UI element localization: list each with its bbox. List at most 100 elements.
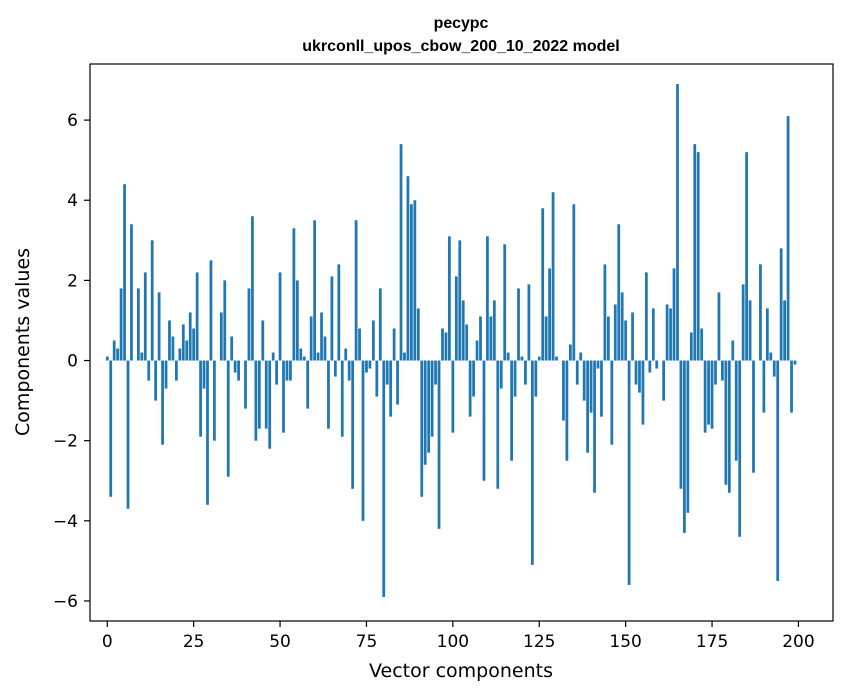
bar-13 [150, 240, 154, 361]
bar-18 [168, 320, 171, 361]
bar-189 [759, 264, 762, 361]
bar-36 [230, 336, 234, 361]
bar-158 [651, 308, 655, 361]
bar-113 [496, 360, 500, 489]
bar-110 [486, 236, 489, 361]
bar-55 [295, 280, 299, 361]
x-tick-label: 0 [102, 632, 113, 652]
bar-29 [206, 360, 209, 505]
bar-51 [282, 360, 285, 433]
bar-150 [624, 320, 628, 361]
bar-27 [199, 360, 202, 437]
bar-98 [444, 332, 448, 361]
bar-86 [403, 352, 406, 361]
bar-2 [112, 340, 116, 361]
bar-12 [147, 360, 151, 381]
bar-71 [351, 360, 355, 489]
bar-146 [610, 360, 614, 445]
bar-16 [161, 360, 164, 445]
bar-123 [530, 360, 534, 565]
bar-185 [745, 152, 748, 361]
bar-40 [244, 360, 247, 409]
bar-20 [175, 360, 178, 381]
bar-100 [451, 360, 455, 433]
bar-155 [641, 360, 645, 425]
y-tick-label: −4 [53, 512, 78, 532]
bar-17 [164, 360, 168, 389]
bar-198 [790, 360, 793, 413]
bar-64 [327, 360, 330, 429]
x-tick-label: 175 [696, 632, 728, 652]
bar-128 [548, 268, 551, 361]
bar-165 [676, 84, 679, 361]
bar-148 [617, 224, 621, 361]
bar-139 [586, 360, 590, 453]
bar-15 [157, 292, 161, 361]
bar-66 [333, 360, 337, 377]
bar-107 [475, 340, 479, 361]
bar-61 [316, 352, 320, 361]
bar-152 [631, 312, 634, 361]
bar-33 [219, 312, 223, 361]
bar-147 [613, 304, 617, 361]
bar-19 [171, 336, 175, 361]
bar-112 [492, 300, 496, 361]
bar-38 [237, 360, 240, 381]
bar-193 [772, 360, 776, 377]
bar-108 [479, 316, 482, 361]
plot-area-frame [89, 63, 834, 622]
bar-168 [686, 360, 690, 513]
bar-80 [382, 360, 386, 597]
bar-173 [703, 360, 707, 433]
bar-49 [275, 360, 278, 385]
bar-91 [420, 360, 424, 497]
bar-109 [482, 360, 486, 481]
bar-21 [178, 348, 182, 361]
bar-176 [714, 360, 717, 385]
bar-89 [413, 200, 417, 361]
bar-31 [213, 360, 216, 441]
bar-47 [268, 360, 272, 449]
bar-119 [517, 288, 520, 361]
bar-175 [710, 360, 714, 429]
bar-101 [454, 276, 458, 361]
x-tick-label: 50 [269, 632, 291, 652]
y-axis-ticks: −6 −4 −2 0 2 4 6 [53, 111, 90, 612]
x-axis-label: Vector components [369, 660, 553, 682]
bar-90 [416, 308, 420, 361]
bar-144 [603, 264, 607, 361]
bar-99 [448, 236, 451, 361]
bar-53 [289, 360, 292, 381]
bar-182 [734, 360, 738, 461]
bar-81 [385, 360, 389, 385]
bar-42 [251, 216, 254, 361]
bar-129 [551, 192, 555, 361]
bar-37 [233, 360, 237, 373]
bar-73 [358, 328, 361, 361]
bar-10 [140, 352, 144, 361]
bar-199 [793, 360, 797, 365]
bar-25 [192, 328, 196, 361]
bar-138 [582, 360, 586, 401]
x-tick-label: 25 [183, 632, 205, 652]
bar-121 [524, 360, 527, 385]
bar-180 [727, 360, 731, 493]
y-axis-label: Components values [12, 248, 34, 436]
bar-85 [399, 144, 403, 361]
bar-134 [568, 344, 572, 361]
bar-56 [299, 348, 303, 361]
bar-46 [264, 360, 268, 429]
bar-191 [765, 308, 769, 361]
bar-82 [389, 360, 393, 417]
bar-170 [693, 144, 697, 361]
bar-161 [662, 360, 666, 401]
bar-44 [257, 360, 261, 429]
bar-122 [527, 284, 531, 361]
bar-35 [226, 360, 230, 477]
bar-145 [606, 316, 610, 361]
bar-26 [195, 272, 199, 361]
bar-93 [427, 360, 431, 453]
bar-3 [116, 348, 120, 361]
